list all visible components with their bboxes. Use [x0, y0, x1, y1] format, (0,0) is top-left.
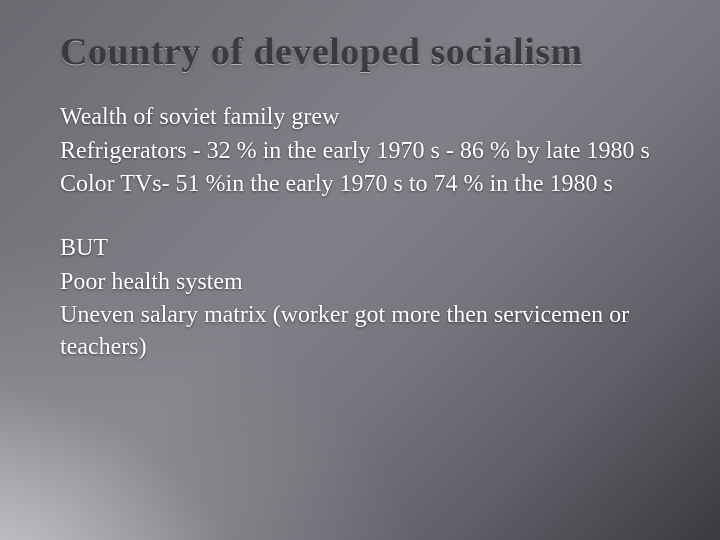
body-line: Wealth of soviet family grew	[60, 102, 660, 134]
body-line: Poor health system	[60, 267, 660, 299]
body-line: BUT	[60, 233, 660, 265]
slide: Country of developed socialism Wealth of…	[0, 0, 720, 540]
body-line: Refrigerators - 32 % in the early 1970 s…	[60, 136, 660, 168]
body-line: Uneven salary matrix (worker got more th…	[60, 300, 660, 363]
slide-body: Wealth of soviet family grew Refrigerato…	[60, 102, 660, 364]
slide-title: Country of developed socialism	[60, 30, 660, 74]
body-line: Color TVs- 51 %in the early 1970 s to 74…	[60, 169, 660, 201]
paragraph-gap	[60, 203, 660, 233]
slide-content: Country of developed socialism Wealth of…	[0, 0, 720, 364]
